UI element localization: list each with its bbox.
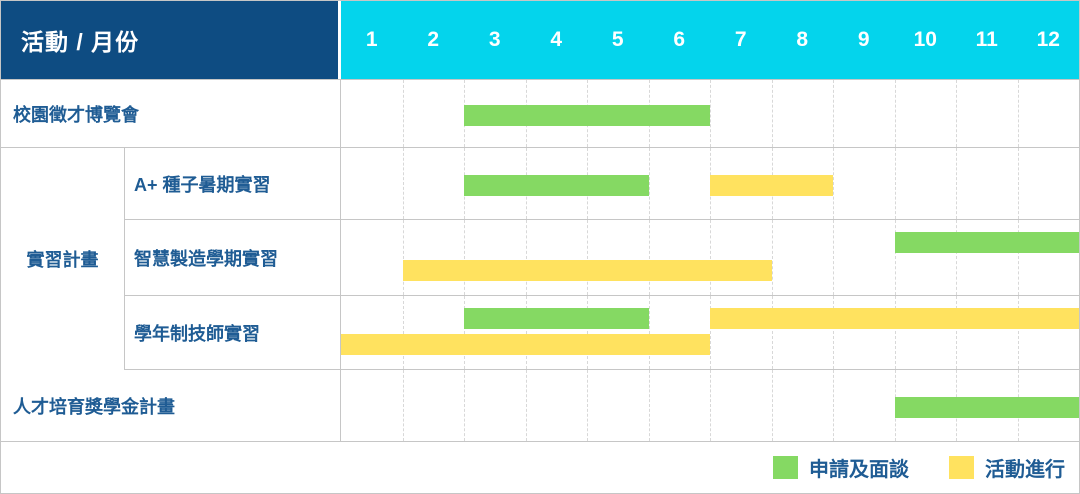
month-label: 4 bbox=[550, 28, 563, 51]
month-gridline bbox=[833, 220, 834, 295]
month-gridline bbox=[648, 370, 650, 441]
month-gridline bbox=[464, 220, 465, 295]
chart-cell bbox=[341, 370, 1079, 441]
month-label: 5 bbox=[611, 28, 624, 51]
month-gridline bbox=[894, 80, 896, 147]
month-label: 1 bbox=[365, 28, 378, 51]
month-gridline bbox=[956, 80, 957, 147]
month-label: 8 bbox=[796, 28, 809, 51]
row-label-aplus-summer: A+ 種子暑期實習 bbox=[125, 148, 341, 219]
month-gridline bbox=[402, 296, 404, 369]
month-gridline bbox=[894, 220, 896, 295]
chart-cell bbox=[341, 296, 1079, 369]
row-label-year-round-technician: 學年制技師實習 bbox=[125, 296, 341, 369]
month-header: 1 2 3 4 5 6 7 8 9 10 11 12 bbox=[341, 1, 1079, 79]
row-label-campus-fair: 校園徵才博覽會 bbox=[1, 80, 341, 147]
table-header-row: 活動 / 月份 1 2 3 4 5 6 7 8 9 10 11 12 bbox=[1, 1, 1079, 79]
month-label: 3 bbox=[488, 28, 501, 51]
month-gridline bbox=[402, 80, 404, 147]
month-gridline bbox=[894, 296, 896, 369]
internship-subrows: A+ 種子暑期實習 智慧製造學期實習 學年制技師實習 bbox=[125, 148, 1079, 370]
month-gridline bbox=[587, 370, 588, 441]
legend-item-application: 申請及面談 bbox=[773, 453, 909, 482]
month-gridline bbox=[587, 220, 588, 295]
row-label-scholarship: 人才培育獎學金計畫 bbox=[1, 370, 341, 441]
legend-swatch-green bbox=[773, 456, 798, 479]
month-label: 12 bbox=[1036, 28, 1060, 51]
legend-label-application: 申請及面談 bbox=[809, 459, 909, 481]
month-gridline bbox=[833, 296, 834, 369]
legend: 申請及面談 活動進行 bbox=[1, 442, 1079, 493]
group-label-internship: 實習計畫 bbox=[1, 148, 125, 370]
month-gridline bbox=[1017, 220, 1019, 295]
month-gridline bbox=[771, 296, 773, 369]
table-row: A+ 種子暑期實習 bbox=[125, 148, 1079, 220]
corner-header-cell: 活動 / 月份 bbox=[1, 1, 338, 79]
month-gridline bbox=[894, 148, 896, 219]
month-gridline bbox=[710, 80, 711, 147]
month-label: 9 bbox=[857, 28, 870, 51]
month-gridline bbox=[710, 220, 711, 295]
table-row: 校園徵才博覽會 bbox=[1, 80, 1079, 148]
legend-label-activity: 活動進行 bbox=[985, 459, 1065, 481]
gantt-bar bbox=[710, 308, 1079, 329]
month-gridline bbox=[956, 296, 957, 369]
month-gridline bbox=[525, 220, 527, 295]
month-label: 6 bbox=[673, 28, 686, 51]
gantt-bar bbox=[894, 396, 1079, 418]
month-gridline bbox=[956, 220, 957, 295]
month-gridline bbox=[648, 220, 650, 295]
gantt-bar bbox=[464, 174, 649, 196]
legend-swatch-yellow bbox=[949, 456, 974, 479]
chart-cell bbox=[341, 80, 1079, 147]
table-body: 校園徵才博覽會 實習計畫 A+ 種子暑期實習 智慧製造學期實習 學年制技師實習 bbox=[1, 79, 1079, 493]
month-gridline bbox=[1017, 80, 1019, 147]
month-gridline bbox=[833, 370, 834, 441]
month-gridline bbox=[1017, 296, 1019, 369]
month-gridline bbox=[771, 370, 773, 441]
month-label: 11 bbox=[975, 28, 998, 51]
month-gridline bbox=[587, 296, 588, 369]
gantt-bar bbox=[464, 104, 710, 126]
month-gridline bbox=[402, 220, 404, 295]
month-gridline bbox=[402, 370, 404, 441]
table-row: 人才培育獎學金計畫 bbox=[1, 370, 1079, 442]
month-gridline bbox=[771, 220, 773, 295]
gantt-bar bbox=[710, 174, 833, 196]
month-gridline bbox=[464, 296, 465, 369]
month-gridline bbox=[648, 148, 650, 219]
gantt-bar bbox=[464, 308, 649, 329]
month-gridline bbox=[464, 370, 465, 441]
month-gridline bbox=[1017, 148, 1019, 219]
month-gridline bbox=[648, 296, 650, 369]
legend-item-activity: 活動進行 bbox=[949, 453, 1065, 482]
month-gridline bbox=[525, 370, 527, 441]
month-gridline bbox=[525, 296, 527, 369]
month-label: 7 bbox=[734, 28, 747, 51]
month-gridline bbox=[771, 80, 773, 147]
table-row: 智慧製造學期實習 bbox=[125, 220, 1079, 296]
chart-cell bbox=[341, 220, 1079, 295]
month-gridline bbox=[833, 148, 834, 219]
chart-cell bbox=[341, 148, 1079, 219]
month-gridline bbox=[402, 148, 404, 219]
gantt-bar bbox=[894, 232, 1079, 253]
month-gridline bbox=[956, 148, 957, 219]
month-label: 10 bbox=[913, 28, 937, 51]
gantt-bar bbox=[402, 260, 772, 281]
month-gridline bbox=[710, 370, 711, 441]
table-row: 學年制技師實習 bbox=[125, 296, 1079, 370]
row-label-smart-manufacturing: 智慧製造學期實習 bbox=[125, 220, 341, 295]
header-divider-gap bbox=[338, 1, 341, 79]
month-label: 2 bbox=[427, 28, 440, 51]
month-gridline bbox=[833, 80, 834, 147]
internship-group-row: 實習計畫 A+ 種子暑期實習 智慧製造學期實習 學年制技師實習 bbox=[1, 148, 1079, 370]
gantt-bar bbox=[341, 334, 710, 355]
month-gridline bbox=[710, 296, 711, 369]
